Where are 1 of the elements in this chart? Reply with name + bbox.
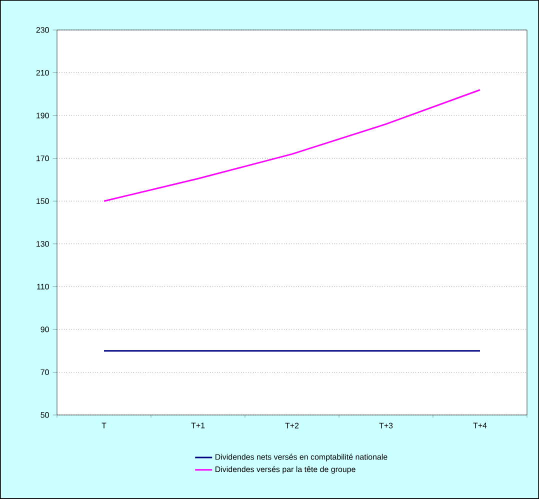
line-series xyxy=(103,89,481,202)
